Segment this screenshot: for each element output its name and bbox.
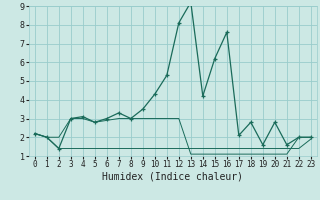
X-axis label: Humidex (Indice chaleur): Humidex (Indice chaleur) [102,172,243,182]
